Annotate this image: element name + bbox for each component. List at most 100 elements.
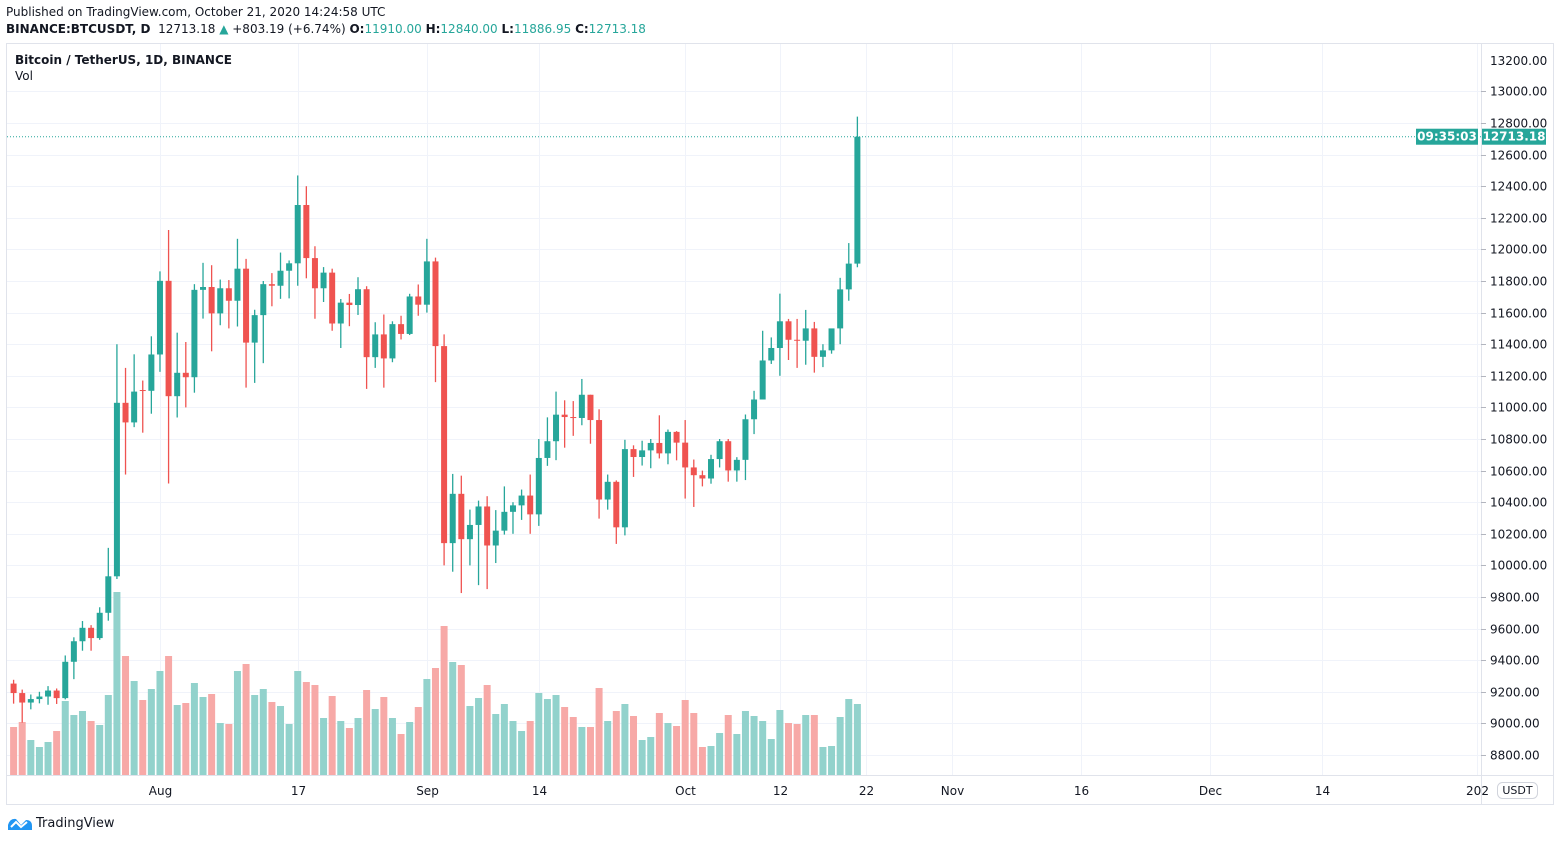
candle (53, 688, 60, 704)
volume-bar (130, 681, 138, 775)
candle-body (604, 481, 611, 500)
candle (277, 252, 284, 299)
time-tick-label: Aug (149, 784, 172, 798)
candle (776, 293, 783, 376)
triangle-up-icon: ▲ (219, 22, 229, 36)
candle (79, 621, 86, 651)
candle (587, 394, 594, 444)
candle (656, 415, 663, 459)
candle-body (535, 457, 542, 515)
price-tick-label: 12600.00 (1490, 149, 1547, 163)
legend-title: Bitcoin / TetherUS, 1D, BINANCE (15, 53, 232, 67)
time-tick-label: 14 (1315, 784, 1330, 798)
volume-bar (199, 697, 207, 775)
candle-body (10, 683, 17, 694)
candle-body (845, 263, 852, 290)
candle-body (561, 414, 568, 418)
candle-body (36, 696, 43, 700)
candle (613, 480, 620, 544)
tradingview-logo[interactable]: TradingView (7, 815, 115, 831)
candle (105, 547, 112, 621)
volume-bar (285, 724, 293, 775)
candle-body (596, 420, 603, 500)
candle-body (380, 334, 387, 359)
volume-bar (767, 739, 775, 775)
high-label: H: (425, 22, 441, 36)
candle (286, 260, 293, 299)
volume-bar (845, 699, 853, 775)
candle-body (303, 205, 310, 259)
volume-bar (190, 683, 198, 775)
volume-bar (113, 592, 121, 775)
volume-bar (741, 711, 749, 775)
legend-volume[interactable]: Vol (15, 69, 33, 83)
candle (174, 332, 181, 418)
volume-bar (543, 699, 551, 775)
candle (664, 429, 671, 465)
volume-bar (750, 716, 758, 775)
volume-bar (328, 696, 336, 775)
volume-bar (475, 698, 483, 775)
candle-body (759, 360, 766, 400)
candle (794, 318, 801, 368)
candle-body (96, 612, 103, 639)
volume-bar (53, 731, 61, 775)
symbol-label: BINANCE:BTCUSDT, D (6, 22, 151, 36)
candle-body (553, 414, 560, 442)
volume-bar (604, 721, 612, 775)
candle (742, 414, 749, 481)
close-label: C: (575, 22, 589, 36)
volume-bar (397, 734, 405, 775)
volume-bar (612, 711, 620, 775)
candle (423, 238, 430, 313)
price-tick-label: 9600.00 (1490, 623, 1540, 637)
candle (596, 409, 603, 519)
volume-bar (302, 682, 310, 775)
volume-bar (690, 713, 698, 775)
volume-bar (35, 747, 43, 775)
volume-bar (802, 715, 810, 775)
candle-body (251, 315, 258, 343)
volume-bar (371, 709, 379, 775)
candle-body (406, 296, 413, 334)
candle-body (122, 402, 129, 423)
candle (380, 314, 387, 388)
candle-body (260, 284, 267, 316)
time-tick-label: 202 (1466, 784, 1489, 798)
candle (70, 637, 77, 680)
volume-bar (208, 694, 216, 775)
candle-body (329, 272, 336, 324)
price-axis[interactable]: 8800.00 9000.00 9200.00 9400.00 9600.00 9800.… (1481, 85, 1547, 763)
candle-body (208, 287, 215, 314)
candle (518, 489, 525, 520)
volume-bar (810, 715, 818, 775)
volume-bar (242, 664, 250, 775)
candle-body (389, 324, 396, 359)
currency-label: USDT (1502, 784, 1533, 797)
volume-bar (122, 656, 130, 775)
candle (36, 691, 43, 704)
countdown-badge: 09:35:03 (1416, 128, 1478, 145)
time-tick-label: Nov (941, 784, 964, 798)
candle-body (372, 334, 379, 358)
tradingview-cloud-icon (8, 818, 32, 830)
candle (768, 337, 775, 364)
candle (191, 284, 198, 393)
volume-bar (311, 685, 319, 775)
time-axis[interactable]: Aug 17 Sep 14 Oct 12 22 Nov 16 Dec 14 202 (149, 784, 1489, 798)
candle-body (682, 442, 689, 468)
volume-bar (354, 718, 362, 775)
candle-body (62, 661, 69, 699)
candle (449, 473, 456, 572)
currency-button[interactable]: USDT (1497, 782, 1538, 799)
volume-bar (836, 717, 844, 775)
volume-bar (621, 704, 629, 775)
candle-body (587, 394, 594, 421)
candle (845, 243, 852, 301)
candle-body (174, 372, 181, 397)
price-tick-label: 9400.00 (1490, 654, 1540, 668)
volume-bar (268, 702, 276, 775)
price-tick-label: 10000.00 (1490, 559, 1547, 573)
candle-body (475, 506, 482, 525)
